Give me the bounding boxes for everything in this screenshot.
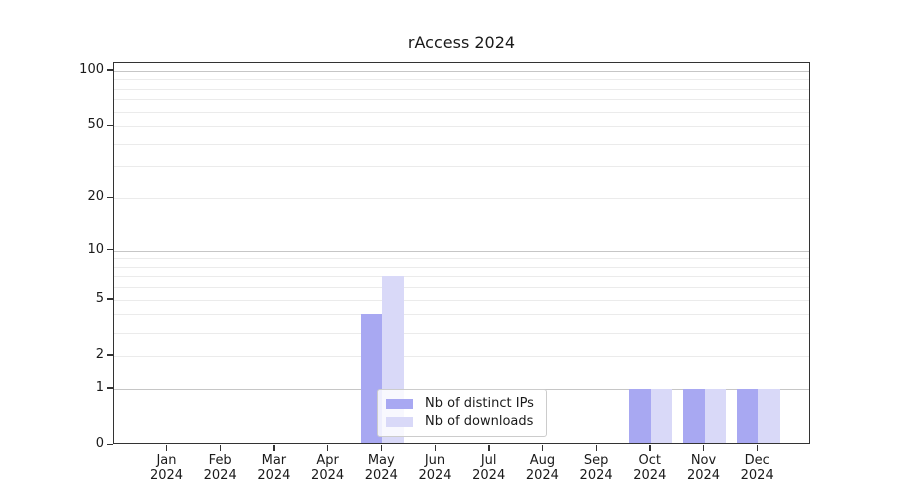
y-tick	[107, 387, 113, 389]
y-tick	[107, 69, 113, 71]
y-tick-label: 0	[95, 436, 104, 451]
y-tick	[107, 124, 113, 126]
legend-item: Nb of distinct IPs	[386, 396, 537, 412]
x-tick	[649, 445, 651, 451]
y-tick	[107, 298, 113, 300]
gridline-minor	[114, 143, 809, 145]
gridline-major	[114, 70, 809, 72]
x-tick	[219, 445, 222, 451]
x-tick-label: Aug 2024	[525, 453, 559, 483]
gridline-minor	[114, 258, 809, 260]
gridline-major	[114, 250, 809, 252]
y-tick-label: 100	[79, 61, 104, 77]
gridline-minor	[114, 111, 809, 113]
x-tick	[488, 445, 490, 451]
chart-title: rAccess 2024	[407, 33, 516, 52]
x-tick-label: Jun 2024	[418, 453, 452, 483]
x-tick-label: Nov 2024	[686, 453, 721, 483]
x-tick	[703, 445, 705, 451]
x-tick-label: Mar 2024	[257, 453, 291, 483]
y-tick-label: 5	[95, 290, 104, 306]
y-tick	[107, 443, 113, 445]
gridline-minor	[114, 266, 809, 268]
bar-distinct-ips	[683, 388, 705, 443]
x-tick	[595, 445, 597, 451]
bar-distinct-ips	[736, 388, 759, 443]
x-tick-label: May 2024	[364, 453, 398, 483]
y-tick-label: 20	[87, 189, 104, 205]
y-tick	[107, 249, 113, 251]
bar-downloads	[650, 388, 673, 443]
gridline-minor	[114, 332, 809, 334]
x-tick	[327, 445, 329, 451]
gridline-minor	[114, 287, 809, 289]
gridline-minor	[114, 99, 809, 101]
x-tick	[434, 445, 436, 451]
x-tick-label: Jan 2024	[149, 453, 184, 483]
gridline-minor	[114, 79, 809, 81]
gridline-minor	[114, 126, 809, 128]
plot-area	[113, 62, 810, 444]
y-tick-label: 50	[87, 117, 104, 133]
x-tick	[166, 445, 168, 451]
y-tick-label: 1	[95, 379, 104, 395]
x-tick-label: Apr 2024	[311, 453, 345, 483]
legend: Nb of distinct IPs Nb of downloads	[377, 389, 547, 437]
x-tick-label: Sep 2024	[579, 453, 613, 483]
x-tick	[541, 445, 544, 451]
gridline-minor	[114, 355, 809, 357]
x-tick	[756, 445, 759, 451]
legend-item: Nb of downloads	[386, 414, 537, 430]
bar-distinct-ips	[629, 388, 651, 443]
x-tick-label: Dec 2024	[740, 453, 774, 483]
legend-label: Nb of distinct IPs	[425, 396, 534, 411]
x-tick-label: Jul 2024	[472, 453, 506, 483]
gridline-minor	[114, 198, 809, 200]
bar-downloads	[704, 388, 726, 443]
x-tick-label: Oct 2024	[633, 453, 667, 483]
legend-label: Nb of downloads	[425, 414, 534, 429]
bar-distinct-ips	[360, 314, 383, 443]
y-tick-label: 10	[87, 241, 104, 257]
x-tick-label: Feb 2024	[203, 453, 237, 483]
legend-swatch-distinct-ips	[386, 399, 413, 409]
gridline-minor	[114, 88, 809, 90]
x-tick	[273, 445, 275, 451]
y-tick	[107, 354, 113, 356]
y-tick-label: 2	[95, 346, 104, 362]
y-tick	[107, 196, 113, 198]
gridline-minor	[114, 299, 809, 301]
bar-downloads	[758, 388, 780, 443]
legend-swatch-downloads	[386, 417, 413, 427]
gridline-minor	[114, 276, 809, 278]
gridline-minor	[114, 166, 809, 168]
x-tick	[380, 445, 383, 451]
gridline-minor	[114, 314, 809, 316]
